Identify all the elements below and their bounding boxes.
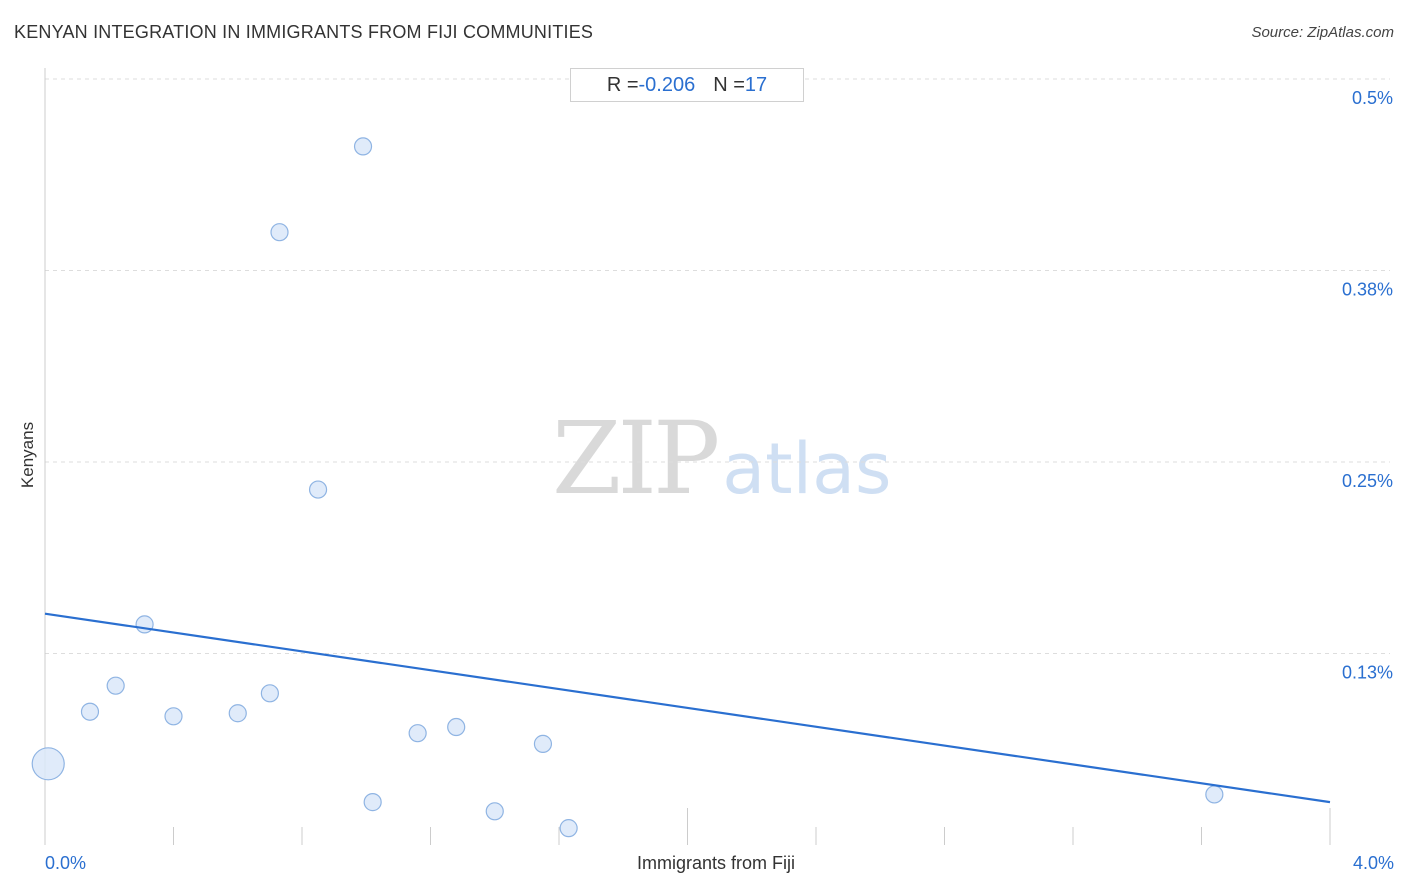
n-label: N = — [713, 73, 745, 96]
r-value: -0.206 — [638, 73, 696, 96]
data-point — [447, 717, 466, 737]
data-point — [485, 802, 504, 821]
y-tick-label: 0.5% — [1352, 88, 1393, 108]
data-point — [559, 819, 578, 838]
data-point — [31, 747, 65, 781]
x-tick-label-min: 0.0% — [45, 853, 87, 873]
y-axis-label: Kenyans — [18, 421, 37, 489]
data-point — [533, 734, 553, 753]
data-point — [1205, 785, 1224, 804]
source-credit: Source: ZipAtlas.com — [1251, 24, 1394, 41]
watermark: ZIP atlas — [552, 400, 891, 517]
data-point — [363, 793, 382, 812]
y-tick-label: 0.38% — [1342, 280, 1393, 300]
x-tick-label-max: 4.0% — [1352, 853, 1394, 873]
r-label: R = — [606, 73, 639, 96]
data-point — [106, 676, 125, 695]
chart-title: KENYAN INTEGRATION IN IMMIGRANTS FROM FI… — [14, 22, 594, 42]
y-tick-label: 0.25% — [1342, 471, 1393, 491]
data-point — [228, 704, 247, 723]
trend-line — [44, 612, 1331, 804]
watermark-atlas: atlas — [722, 428, 892, 510]
data-point — [260, 684, 279, 703]
data-point — [80, 702, 100, 721]
data-point — [135, 615, 154, 634]
data-point — [164, 707, 183, 726]
data-point — [308, 480, 328, 499]
data-point — [353, 137, 373, 156]
data-point — [408, 724, 427, 743]
data-point — [270, 223, 289, 242]
n-value: 17 — [744, 73, 768, 96]
x-axis-label: Immigrants from Fiji — [636, 853, 796, 873]
y-tick-label: 0.13% — [1342, 663, 1393, 683]
watermark-zip: ZIP — [552, 400, 720, 517]
stats-box: R = -0.206 N = 17 — [570, 68, 804, 102]
